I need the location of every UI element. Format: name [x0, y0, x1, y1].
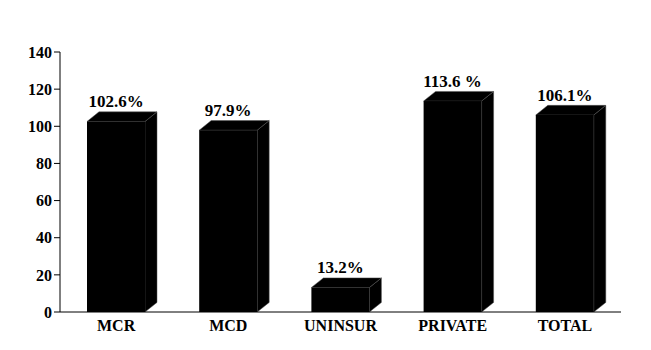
svg-text:120: 120 [28, 81, 52, 98]
svg-text:13.2%: 13.2% [317, 258, 364, 277]
svg-text:40: 40 [36, 229, 52, 246]
svg-text:113.6 %: 113.6 % [423, 72, 482, 91]
svg-text:PRIVATE: PRIVATE [418, 317, 487, 334]
svg-text:0: 0 [44, 304, 52, 321]
svg-text:100: 100 [28, 118, 52, 135]
svg-text:140: 140 [28, 44, 52, 61]
svg-text:TOTAL: TOTAL [538, 317, 593, 334]
svg-text:80: 80 [36, 155, 52, 172]
svg-text:UNINSUR: UNINSUR [304, 317, 377, 334]
svg-text:106.1%: 106.1% [537, 86, 592, 105]
svg-text:MCR: MCR [97, 317, 136, 334]
svg-text:102.6%: 102.6% [88, 92, 143, 111]
svg-text:97.9%: 97.9% [205, 101, 252, 120]
svg-text:20: 20 [36, 267, 52, 284]
svg-text:60: 60 [36, 192, 52, 209]
svg-text:MCD: MCD [209, 317, 247, 334]
